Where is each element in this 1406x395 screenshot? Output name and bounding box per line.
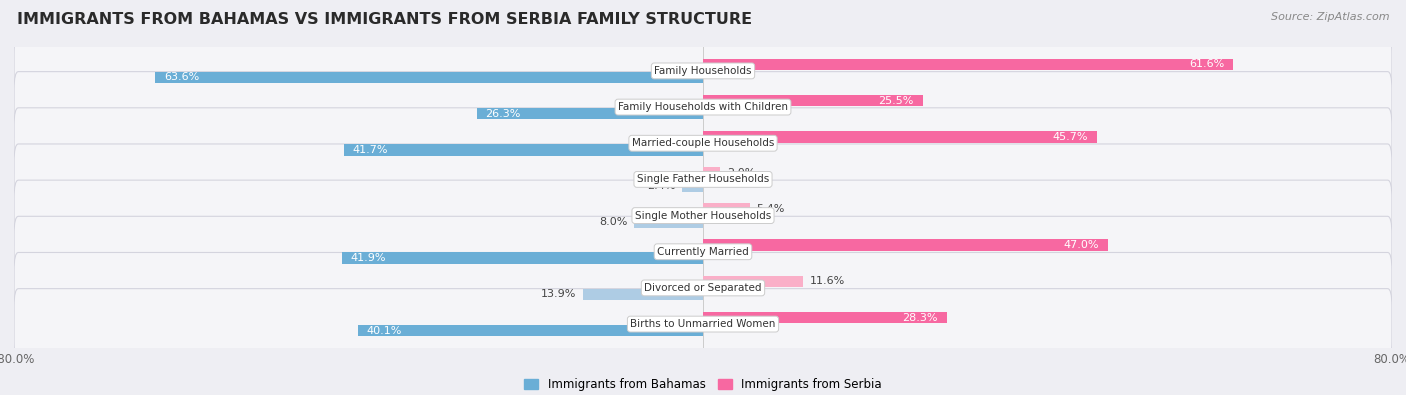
Text: 13.9%: 13.9% (541, 290, 576, 299)
Bar (703, 312, 946, 324)
Text: 28.3%: 28.3% (903, 312, 938, 323)
Text: Single Mother Households: Single Mother Households (636, 211, 770, 220)
Bar (477, 108, 703, 119)
Bar (155, 71, 703, 83)
Text: 41.9%: 41.9% (350, 253, 387, 263)
Text: 2.4%: 2.4% (647, 181, 675, 191)
Bar (703, 203, 749, 215)
Bar (703, 276, 803, 287)
FancyBboxPatch shape (14, 144, 1392, 215)
Text: 63.6%: 63.6% (165, 72, 200, 83)
Bar (357, 325, 703, 337)
FancyBboxPatch shape (14, 180, 1392, 251)
FancyBboxPatch shape (14, 36, 1392, 106)
Bar (703, 167, 720, 179)
Text: 41.7%: 41.7% (353, 145, 388, 155)
Text: Family Households with Children: Family Households with Children (619, 102, 787, 112)
Text: Single Father Households: Single Father Households (637, 175, 769, 184)
Text: 45.7%: 45.7% (1053, 132, 1088, 142)
Bar (344, 144, 703, 156)
Text: 8.0%: 8.0% (599, 217, 627, 227)
Text: Currently Married: Currently Married (657, 247, 749, 257)
Text: IMMIGRANTS FROM BAHAMAS VS IMMIGRANTS FROM SERBIA FAMILY STRUCTURE: IMMIGRANTS FROM BAHAMAS VS IMMIGRANTS FR… (17, 12, 752, 27)
Bar (703, 95, 922, 106)
Text: Births to Unmarried Women: Births to Unmarried Women (630, 319, 776, 329)
FancyBboxPatch shape (14, 252, 1392, 324)
FancyBboxPatch shape (14, 289, 1392, 359)
Text: Source: ZipAtlas.com: Source: ZipAtlas.com (1271, 12, 1389, 22)
Bar (703, 131, 1097, 143)
Legend: Immigrants from Bahamas, Immigrants from Serbia: Immigrants from Bahamas, Immigrants from… (519, 373, 887, 395)
Text: 25.5%: 25.5% (879, 96, 914, 105)
Text: Divorced or Separated: Divorced or Separated (644, 283, 762, 293)
FancyBboxPatch shape (14, 216, 1392, 287)
Bar (583, 289, 703, 300)
FancyBboxPatch shape (14, 71, 1392, 143)
Bar (634, 216, 703, 228)
Bar (703, 239, 1108, 251)
Text: 61.6%: 61.6% (1189, 59, 1225, 70)
Text: 40.1%: 40.1% (367, 325, 402, 336)
Text: 11.6%: 11.6% (810, 276, 845, 286)
Text: 47.0%: 47.0% (1064, 240, 1099, 250)
Text: Married-couple Households: Married-couple Households (631, 138, 775, 148)
Text: 5.4%: 5.4% (756, 204, 785, 214)
FancyBboxPatch shape (14, 108, 1392, 179)
Bar (682, 180, 703, 192)
Text: Family Households: Family Households (654, 66, 752, 76)
Text: 26.3%: 26.3% (485, 109, 520, 118)
Text: 2.0%: 2.0% (727, 168, 755, 178)
Bar (703, 58, 1233, 70)
Bar (342, 252, 703, 264)
